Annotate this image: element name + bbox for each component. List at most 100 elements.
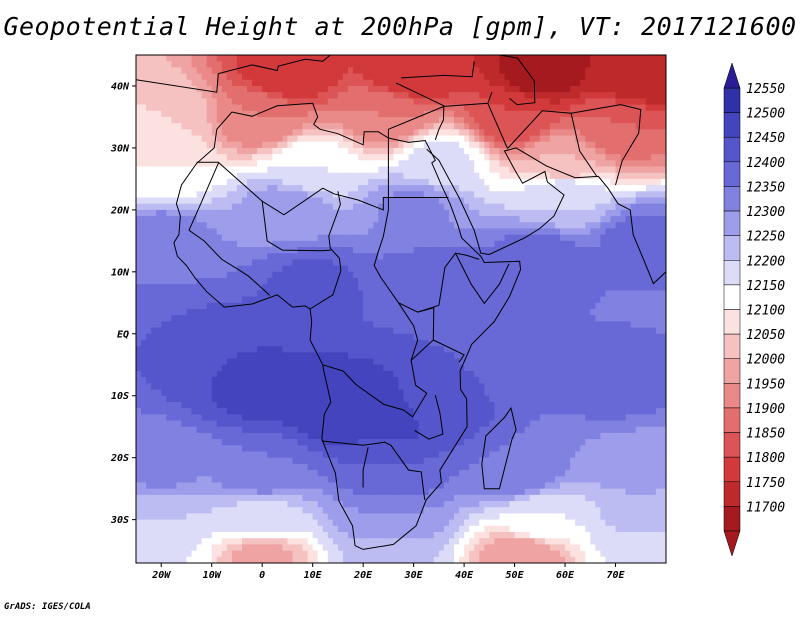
field-cell <box>216 154 223 161</box>
field-cell <box>358 73 364 81</box>
field-cell <box>327 67 334 75</box>
field-cell <box>489 191 495 199</box>
field-cell <box>358 247 364 254</box>
field-cell <box>186 259 193 267</box>
field-cell <box>252 296 258 304</box>
field-cell <box>438 278 445 285</box>
field-cell <box>590 253 596 261</box>
field-cell <box>348 116 354 124</box>
field-cell <box>605 253 612 261</box>
field-cell <box>595 222 601 230</box>
field-cell <box>539 141 546 149</box>
field-cell <box>565 185 571 192</box>
field-cell <box>403 259 410 267</box>
field-cell <box>630 61 637 68</box>
field-cell <box>247 166 253 174</box>
field-cell <box>322 172 329 180</box>
field-cell <box>499 110 506 118</box>
field-cell <box>388 67 395 75</box>
field-cell <box>645 98 652 106</box>
field-cell <box>484 85 490 93</box>
field-cell <box>469 85 475 93</box>
field-cell <box>660 240 666 248</box>
field-cell <box>307 129 314 137</box>
field-cell <box>322 98 329 106</box>
field-cell <box>565 160 571 168</box>
field-cell <box>287 79 294 87</box>
field-cell <box>181 321 188 329</box>
field-cell <box>388 141 395 149</box>
field-cell <box>413 216 420 223</box>
field-cell <box>226 315 233 322</box>
field-cell <box>610 209 617 217</box>
field-cell <box>176 135 183 143</box>
field-cell <box>186 79 193 87</box>
field-cell <box>499 67 506 75</box>
field-cell <box>348 309 354 316</box>
field-cell <box>464 333 470 341</box>
field-cell <box>484 321 490 329</box>
field-cell <box>388 92 395 99</box>
field-cell <box>413 135 420 143</box>
field-cell <box>302 141 309 149</box>
field-cell <box>479 240 485 248</box>
field-cell <box>529 315 536 322</box>
field-cell <box>146 61 152 68</box>
field-cell <box>519 92 526 99</box>
field-cell <box>489 104 495 112</box>
field-cell <box>459 141 465 149</box>
field-cell <box>317 104 324 112</box>
field-cell <box>358 55 364 62</box>
field-cell <box>342 209 349 217</box>
field-cell <box>428 178 435 186</box>
field-cell <box>353 123 359 130</box>
field-cell <box>312 228 319 236</box>
field-cell <box>534 222 541 230</box>
field-cell <box>443 166 450 174</box>
field-cell <box>191 154 198 161</box>
field-cell <box>201 67 208 75</box>
field-cell <box>317 259 324 267</box>
field-cell <box>363 85 369 93</box>
field-cell <box>605 271 612 279</box>
field-cell <box>363 191 369 199</box>
field-cell <box>231 79 238 87</box>
field-cell <box>337 216 344 223</box>
field-cell <box>186 55 193 62</box>
field-cell <box>660 333 666 341</box>
field-cell <box>433 315 440 322</box>
field-cell <box>363 302 369 310</box>
field-cell <box>529 104 536 112</box>
field-cell <box>489 271 495 279</box>
field-cell <box>277 110 283 118</box>
field-cell <box>560 240 566 248</box>
field-cell <box>474 253 480 261</box>
field-cell <box>257 333 263 341</box>
field-cell <box>211 160 218 168</box>
field-cell <box>423 228 430 236</box>
field-cell <box>524 309 531 316</box>
field-cell <box>221 191 228 199</box>
field-cell <box>514 61 521 68</box>
field-cell <box>620 104 627 112</box>
field-cell <box>196 61 203 68</box>
field-cell <box>650 98 657 106</box>
field-cell <box>489 216 495 223</box>
field-cell <box>141 309 147 316</box>
field-cell <box>605 228 612 236</box>
field-cell <box>398 247 405 254</box>
field-cell <box>630 73 637 81</box>
field-cell <box>630 315 637 322</box>
field-cell <box>539 67 546 75</box>
field-cell <box>529 339 536 347</box>
field-cell <box>297 79 304 87</box>
field-cell <box>146 278 152 285</box>
field-cell <box>332 172 339 180</box>
field-cell <box>408 302 415 310</box>
field-cell <box>448 123 455 130</box>
field-cell <box>650 339 657 347</box>
field-cell <box>277 234 283 242</box>
field-cell <box>549 123 556 130</box>
field-cell <box>590 154 596 161</box>
field-cell <box>363 147 369 155</box>
